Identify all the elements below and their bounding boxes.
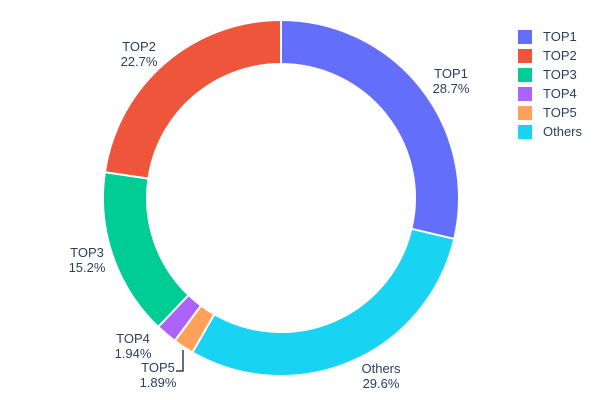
legend-swatch-icon — [518, 67, 532, 82]
slice-label-percent: 1.89% — [140, 375, 177, 390]
legend: TOP1 TOP2 TOP3 TOP4 TOP5 Others — [518, 27, 582, 141]
slice-top4[interactable] — [157, 294, 203, 342]
slice-label-top2: TOP2 22.7% — [121, 39, 158, 69]
slice-label-name: TOP4 — [116, 331, 150, 346]
slice-label-top1: TOP1 28.7% — [433, 66, 470, 96]
slice-label-others: Others 29.6% — [361, 361, 401, 391]
legend-label: TOP2 — [543, 48, 577, 63]
slice-label-percent: 28.7% — [433, 81, 470, 96]
slice-label-percent: 22.7% — [121, 54, 158, 69]
legend-item-top2[interactable]: TOP2 — [518, 46, 582, 65]
legend-swatch-icon — [518, 29, 532, 44]
slice-others[interactable] — [191, 227, 456, 377]
legend-item-top1[interactable]: TOP1 — [518, 27, 582, 46]
slice-label-name: Others — [361, 361, 401, 376]
slice-top2[interactable] — [103, 19, 282, 180]
legend-swatch-icon — [518, 105, 532, 120]
slice-top3[interactable] — [102, 171, 190, 328]
legend-label: TOP4 — [543, 86, 577, 101]
slice-top1[interactable] — [280, 19, 460, 240]
legend-item-top5[interactable]: TOP5 — [518, 103, 582, 122]
slice-label-top3: TOP3 15.2% — [69, 245, 106, 275]
legend-item-top4[interactable]: TOP4 — [518, 84, 582, 103]
legend-label: TOP1 — [543, 29, 577, 44]
slice-label-top4: TOP4 1.94% — [115, 331, 152, 361]
slice-label-name: TOP3 — [70, 245, 104, 260]
legend-label: TOP5 — [543, 105, 577, 120]
legend-label: TOP3 — [543, 67, 577, 82]
legend-swatch-icon — [518, 48, 532, 63]
slice-label-name: TOP1 — [434, 66, 468, 81]
slice-label-name: TOP5 — [141, 360, 175, 375]
legend-swatch-icon — [518, 124, 532, 139]
slice-label-percent: 29.6% — [363, 376, 400, 391]
donut-slices — [102, 19, 460, 377]
top5-leader-line — [176, 350, 184, 372]
slice-label-percent: 15.2% — [69, 260, 106, 275]
slice-label-name: TOP2 — [122, 39, 156, 54]
slice-label-top5: TOP5 1.89% — [140, 360, 177, 390]
legend-swatch-icon — [518, 86, 532, 101]
slice-labels: TOP1 28.7% TOP2 22.7% TOP3 15.2% TOP4 1.94%TOP5… — [69, 39, 470, 391]
legend-label: Others — [543, 124, 583, 139]
legend-item-top3[interactable]: TOP3 — [518, 65, 582, 84]
slice-top5[interactable] — [173, 304, 216, 354]
slice-label-percent: 1.94% — [115, 346, 152, 361]
legend-item-others[interactable]: Others — [518, 122, 582, 141]
